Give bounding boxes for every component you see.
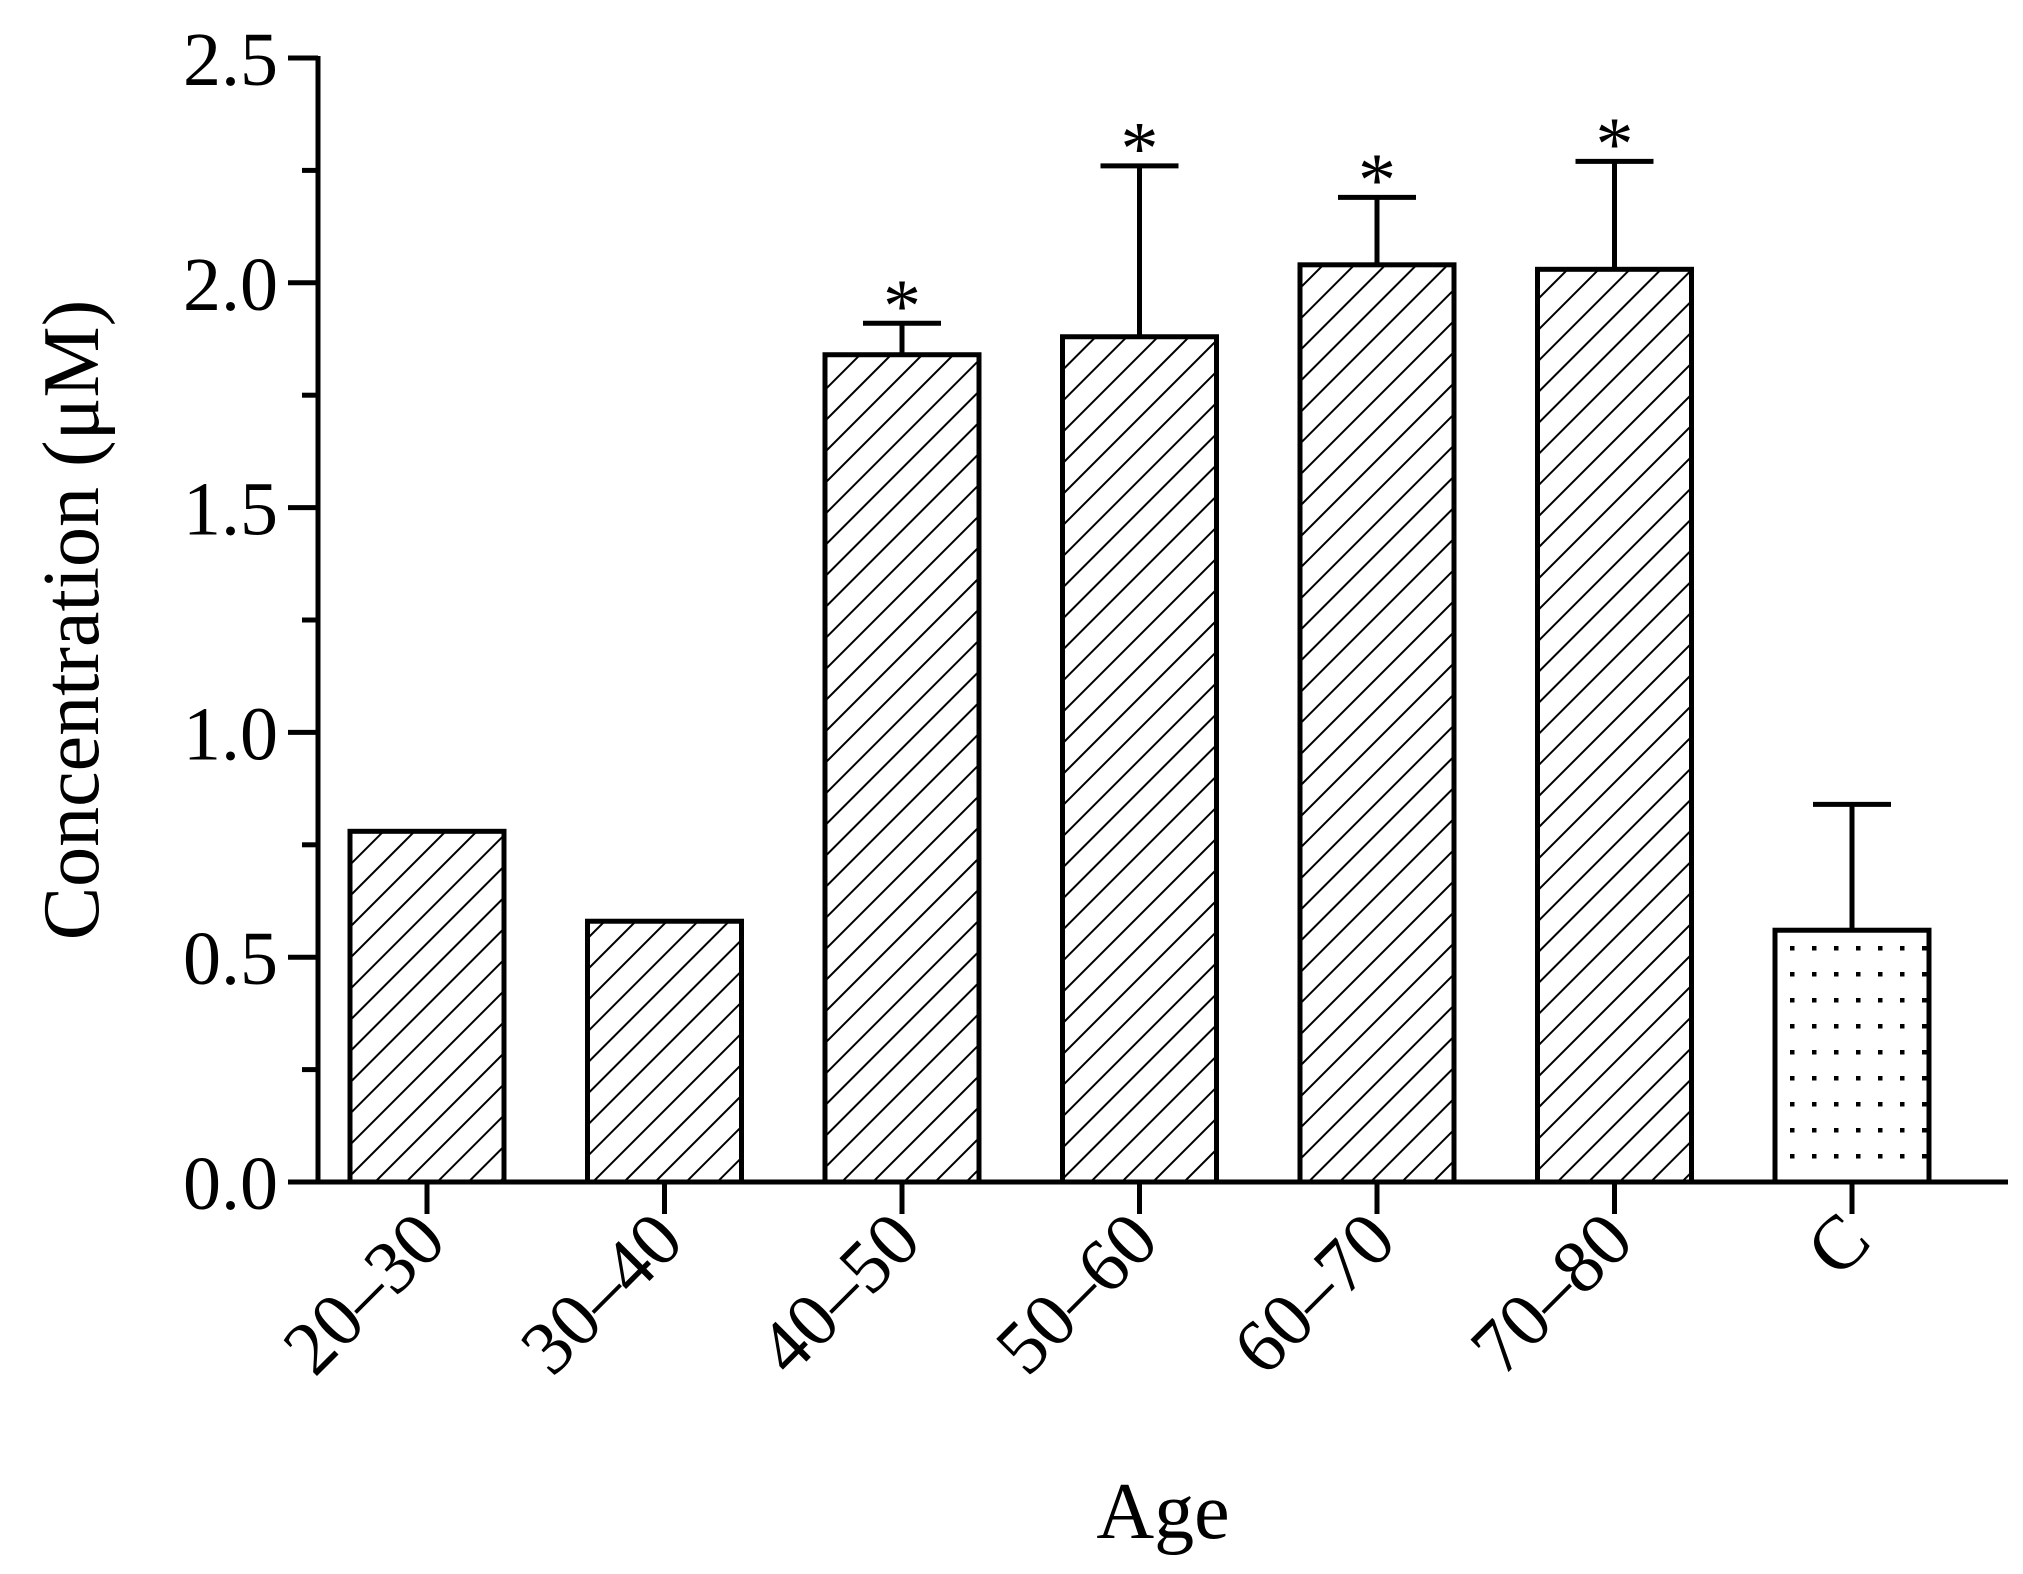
y-tick-label: 1.0: [183, 692, 278, 776]
bar: [1297, 262, 1457, 1185]
x-tick-label: 20–30: [267, 1197, 461, 1391]
y-tick-label: 2.5: [183, 18, 278, 102]
bar: [822, 352, 982, 1185]
x-axis-title: Age: [1096, 1468, 1229, 1556]
significance-marker: *: [1358, 138, 1396, 222]
significance-marker: *: [1596, 102, 1634, 186]
x-tick-label: 30–40: [505, 1197, 699, 1391]
bar: [1772, 927, 1932, 1185]
y-tick-label: 0.0: [183, 1142, 278, 1226]
bar: [1535, 266, 1694, 1185]
bar: [347, 828, 507, 1185]
y-tick-label: 0.5: [183, 917, 278, 1001]
significance-marker: *: [1121, 107, 1159, 191]
x-tick-label: 40–50: [742, 1197, 936, 1391]
y-axis-title: Concentration (μM): [28, 300, 116, 941]
x-tick-label: 50–60: [980, 1197, 1174, 1391]
bar: [585, 918, 744, 1185]
x-tick-label: 70–80: [1455, 1197, 1649, 1391]
y-tick-label: 2.0: [183, 243, 278, 327]
x-tick-label: C: [1791, 1197, 1886, 1292]
x-tick-label: 60–70: [1217, 1197, 1411, 1391]
bar: [1060, 334, 1219, 1185]
significance-marker: *: [883, 264, 921, 348]
plot-area: 20–30 30–40 * 40–50 * 50–60 * 60–70 * 70–80 C 0.0 0.…: [183, 18, 2008, 1390]
y-tick-label: 1.5: [183, 468, 278, 552]
